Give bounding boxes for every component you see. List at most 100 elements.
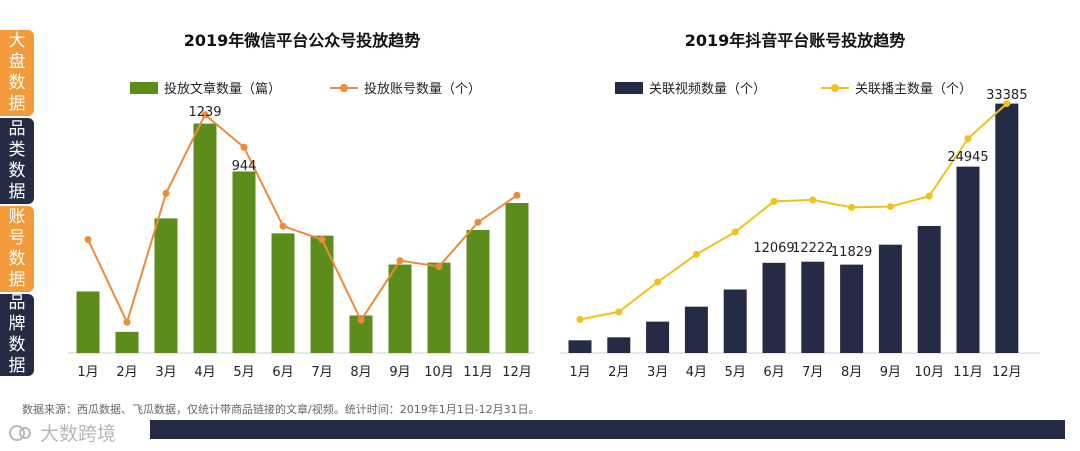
c2-tick-4: 4月	[686, 365, 707, 380]
c2-data-label-12: 33385	[986, 88, 1027, 103]
c2-bar-3	[646, 321, 670, 353]
c2-tick-11: 11月	[953, 365, 983, 380]
c1-tick-4: 4月	[194, 365, 215, 380]
c1-point-6	[279, 222, 287, 230]
c1-point-5	[240, 143, 248, 151]
c1-tick-9: 9月	[389, 365, 410, 380]
c1-bar-3	[154, 218, 178, 353]
sidebar-tab-overview[interactable]: 大盘数据	[0, 30, 34, 116]
douyin-chart: 2019年抖音平台账号投放趋势 关联视频数量（个） 关联播主数量（个） 1月 2月…	[560, 31, 1040, 380]
c2-point-7	[809, 196, 817, 204]
c2-bar-6	[762, 262, 786, 353]
c2-bar-11	[956, 166, 980, 353]
c2-data-label-6: 12069	[753, 241, 794, 256]
c2-tick-5: 5月	[725, 365, 746, 380]
c2-point-9	[886, 203, 894, 211]
legend-label-accounts: 投放账号数量（个）	[364, 81, 481, 97]
c1-tick-7: 7月	[311, 365, 332, 380]
data-source-note: 数据来源：西瓜数据、飞瓜数据，仅统计带商品链接的文章/视频。统计时间：2019年…	[22, 403, 540, 416]
legend-swatch-articles	[130, 82, 158, 94]
c1-data-label-4: 1239	[188, 105, 221, 120]
c2-point-11	[964, 135, 972, 143]
c2-point-6	[770, 197, 778, 205]
c1-bar-2	[115, 331, 139, 353]
c1-point-10	[435, 262, 443, 270]
c2-point-10	[925, 192, 933, 200]
c2-data-label-8: 11829	[831, 245, 872, 260]
c1-point-12	[513, 191, 521, 199]
c1-tick-6: 6月	[272, 365, 293, 380]
c1-tick-5: 5月	[233, 365, 254, 380]
c2-point-2	[615, 308, 623, 316]
c2-tick-8: 8月	[841, 365, 862, 380]
c2-bar-8	[840, 264, 864, 353]
footer-bar	[150, 420, 1065, 439]
c1-bar-6	[271, 233, 295, 353]
c2-tick-1: 1月	[569, 365, 590, 380]
c1-point-2	[123, 318, 131, 326]
douyin-legend: 关联视频数量（个） 关联播主数量（个）	[615, 82, 972, 97]
c1-bar-5	[232, 171, 256, 353]
c2-bar-1	[568, 340, 592, 353]
c2-tick-9: 9月	[880, 365, 901, 380]
c1-bar-7	[310, 235, 334, 353]
c1-data-label-5: 944	[232, 159, 257, 174]
legend-label-creators: 关联播主数量（个）	[855, 82, 972, 97]
c2-bar-2	[607, 337, 631, 353]
douyin-chart-title: 2019年抖音平台账号投放趋势	[685, 31, 906, 50]
brand-logo: 大数跨境	[8, 419, 116, 446]
wechat-legend: 投放文章数量（篇） 投放账号数量（个）	[130, 81, 481, 97]
c2-bar-4	[684, 306, 708, 353]
c2-point-8	[848, 203, 856, 211]
legend-marker-creators	[831, 84, 839, 92]
c1-bar-11	[466, 229, 490, 353]
c2-point-5	[731, 228, 739, 236]
sidebar-tab-account[interactable]: 账号数据	[0, 206, 34, 292]
c2-point-1	[576, 315, 584, 323]
c2-tick-2: 2月	[608, 365, 629, 380]
c1-bar-12	[505, 203, 529, 353]
c2-tick-3: 3月	[647, 365, 668, 380]
c2-tick-7: 7月	[802, 365, 823, 380]
c1-tick-11: 11月	[463, 365, 493, 380]
c2-bar-9	[878, 244, 902, 353]
legend-marker-accounts	[340, 84, 348, 92]
c2-bar-12	[995, 103, 1019, 353]
c1-point-4	[201, 111, 209, 119]
logo-icon	[9, 424, 31, 441]
sidebar-tab-brand[interactable]: 品牌数据	[0, 293, 34, 376]
c2-data-label-11: 24945	[947, 150, 988, 165]
c1-bar-10	[427, 262, 451, 353]
c2-data-label-7: 12222	[792, 241, 833, 256]
c1-point-8	[357, 316, 365, 324]
c2-bar-7	[801, 261, 825, 353]
c1-point-1	[84, 236, 92, 244]
sidebar-tab-category[interactable]: 品类数据	[0, 118, 34, 204]
c2-tick-10: 10月	[914, 365, 944, 380]
c2-bar-10	[917, 226, 941, 353]
c2-series-line	[579, 102, 1008, 321]
c1-tick-10: 10月	[424, 365, 454, 380]
c1-point-9	[396, 257, 404, 265]
c1-series-line	[87, 113, 518, 326]
legend-swatch-videos	[615, 82, 643, 94]
c2-tick-12: 12月	[992, 365, 1022, 380]
wechat-chart: 2019年微信平台公众号投放趋势 投放文章数量（篇） 投放账号数量（个） 1月 2…	[68, 31, 535, 380]
legend-label-videos: 关联视频数量（个）	[649, 82, 766, 97]
c2-point-4	[692, 250, 700, 258]
c1-bar-1	[76, 291, 100, 353]
c1-bar-4	[193, 123, 217, 353]
c1-tick-3: 3月	[155, 365, 176, 380]
c1-point-3	[162, 189, 170, 197]
c2-point-3	[654, 278, 662, 286]
c2-bar-5	[723, 289, 747, 353]
c1-bar-9	[388, 264, 412, 353]
c1-point-7	[318, 236, 326, 244]
c2-point-12	[1003, 99, 1011, 107]
legend-label-articles: 投放文章数量（篇）	[164, 81, 281, 97]
c1-bar-8	[349, 315, 373, 353]
c1-tick-8: 8月	[350, 365, 371, 380]
brand-name: 大数跨境	[40, 423, 117, 445]
c1-tick-2: 2月	[116, 365, 137, 380]
c1-point-11	[474, 218, 482, 226]
